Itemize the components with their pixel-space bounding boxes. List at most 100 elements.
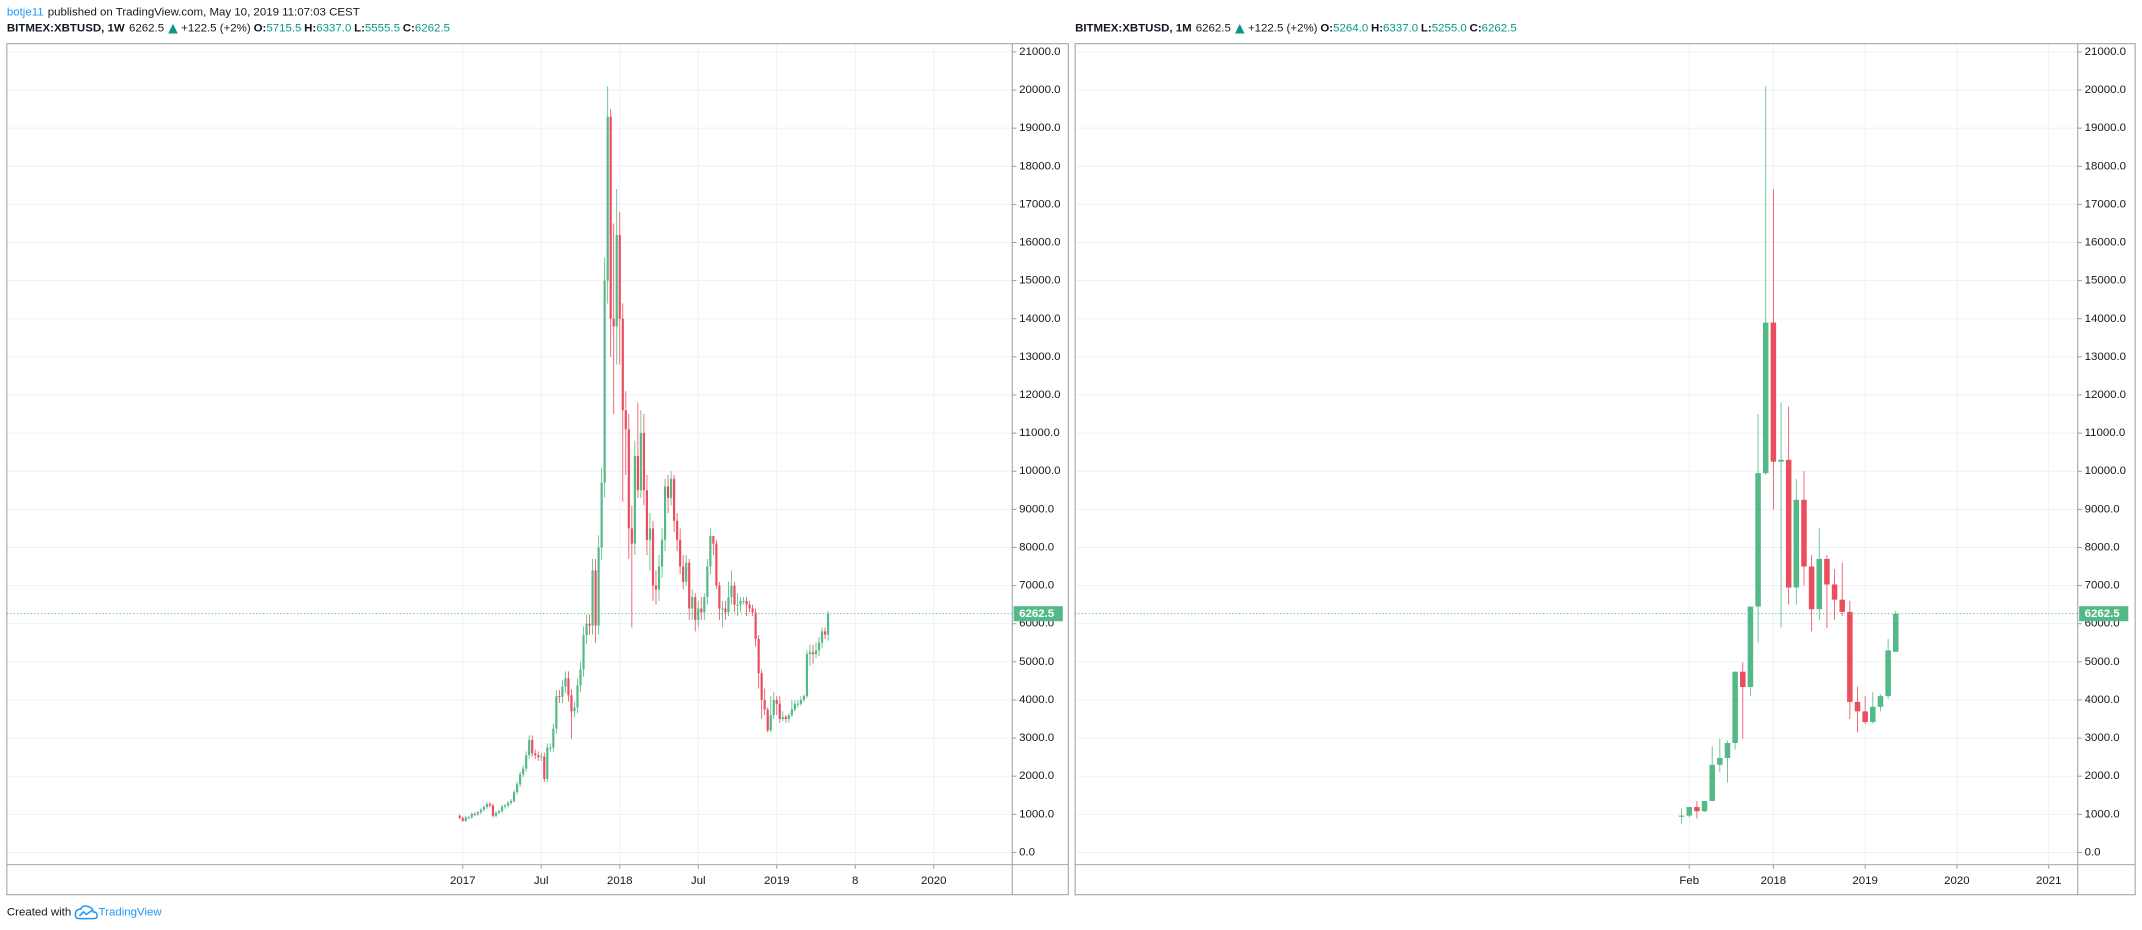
y-tick-label: 7000.0 xyxy=(2085,580,2120,592)
legend-ohlc-label: H: xyxy=(1371,23,1383,35)
candle-body xyxy=(1747,606,1754,687)
candle-body xyxy=(500,806,504,812)
candle-body xyxy=(579,669,582,686)
candle-body xyxy=(473,813,476,816)
candle-body xyxy=(633,455,636,544)
y-tick-label: 0.0 xyxy=(2085,846,2101,858)
candle-body xyxy=(503,805,507,807)
y-tick-label: 11000.0 xyxy=(1019,427,1060,439)
candle-body xyxy=(660,539,664,567)
y-tick-label: 13000.0 xyxy=(1019,351,1060,363)
candle-body xyxy=(673,478,676,521)
x-tick-label: 2021 xyxy=(2036,875,2062,887)
x-tick-label: Feb xyxy=(1679,875,1699,887)
candle-body xyxy=(1801,499,1807,567)
y-tick-label: 19000.0 xyxy=(1019,122,1060,134)
candle-body xyxy=(555,696,558,729)
legend-symbol: BITMEX:XBTUSD, 1M xyxy=(1075,23,1192,35)
candle-body xyxy=(624,410,627,430)
candle-body xyxy=(516,784,519,793)
candle-body xyxy=(618,234,621,319)
footer-brand[interactable]: TradingView xyxy=(99,907,163,919)
candle-body xyxy=(497,811,501,813)
candle-body xyxy=(564,678,567,687)
candle-body xyxy=(509,800,513,803)
chart-frame xyxy=(6,43,1069,896)
candle-body xyxy=(461,817,464,821)
candle-body xyxy=(718,585,721,609)
candle-body xyxy=(691,597,694,609)
last-price-box xyxy=(1013,606,1063,622)
candle-body xyxy=(805,654,809,697)
candle-body xyxy=(1854,701,1861,712)
candle-body xyxy=(1831,584,1838,600)
candle-body xyxy=(787,715,790,720)
x-tick-label: 2017 xyxy=(450,875,476,887)
candle-body xyxy=(745,600,748,605)
candle-body xyxy=(479,809,482,813)
candle-body xyxy=(781,717,784,720)
chart-frame xyxy=(1074,43,2136,896)
candle-body xyxy=(666,486,670,498)
y-tick-label: 11000.0 xyxy=(2085,427,2126,439)
candle-body xyxy=(540,756,543,758)
legend-change: +122.5 (+2%) xyxy=(181,23,251,35)
candle-body xyxy=(778,703,781,720)
last-price-label: 6262.5 xyxy=(1019,608,1055,620)
candle-body xyxy=(594,570,597,626)
candle-body xyxy=(585,623,588,636)
candle-body xyxy=(645,490,649,540)
candle-body xyxy=(757,638,760,674)
candle-body xyxy=(700,608,703,613)
y-tick-label: 14000.0 xyxy=(1019,313,1060,325)
candle-body xyxy=(567,678,570,696)
chart-panel: 0.01000.02000.03000.04000.05000.06000.07… xyxy=(6,23,1069,896)
y-tick-label: 13000.0 xyxy=(2085,351,2126,363)
y-tick-label: 18000.0 xyxy=(1019,160,1060,172)
x-tick-label: Jul xyxy=(534,875,549,887)
candle-body xyxy=(476,812,479,815)
candle-body xyxy=(1793,499,1800,588)
legend-ohlc-value: 6337.0 xyxy=(1383,23,1418,35)
y-tick-label: 9000.0 xyxy=(1019,503,1054,515)
last-price-box xyxy=(2079,606,2129,622)
y-tick-label: 10000.0 xyxy=(1019,465,1060,477)
candle-body xyxy=(1785,459,1792,588)
candle-body xyxy=(630,528,633,544)
candle-body xyxy=(606,116,609,281)
y-tick-label: 18000.0 xyxy=(2085,160,2126,172)
candle-body xyxy=(721,608,724,610)
candle-body xyxy=(1839,599,1845,612)
legend-up-arrow xyxy=(1234,23,1245,34)
candle-body xyxy=(615,234,618,327)
candle-body xyxy=(1740,671,1746,687)
legend-ohlc-label: L: xyxy=(1421,23,1432,35)
candle-body xyxy=(1732,671,1738,744)
y-tick-label: 7000.0 xyxy=(1019,580,1054,592)
candle-body xyxy=(537,755,540,758)
candle-body xyxy=(543,756,546,779)
author[interactable]: botje11 xyxy=(7,6,44,18)
published-text: published on TradingView.com, May 10, 20… xyxy=(48,6,360,18)
candle-body xyxy=(688,562,691,609)
legend-ohlc-label: O: xyxy=(254,23,267,35)
tradingview-logo[interactable] xyxy=(74,905,98,920)
x-tick-label: 2020 xyxy=(1944,875,1970,887)
y-tick-label: 2000.0 xyxy=(1019,770,1054,782)
candle-body xyxy=(621,318,624,411)
candle-body xyxy=(1892,613,1899,652)
x-tick-label: 2020 xyxy=(921,875,947,887)
legend-ohlc-value: 6337.0 xyxy=(316,23,351,35)
y-tick-label: 5000.0 xyxy=(1019,656,1054,668)
candle-body xyxy=(506,802,510,806)
candle-body xyxy=(597,547,600,626)
candle-body xyxy=(799,699,803,704)
candle-body xyxy=(760,673,763,700)
candle-body xyxy=(766,709,769,731)
legend-ohlc-value: 6262.5 xyxy=(1482,23,1517,35)
candle-body xyxy=(582,635,585,670)
legend-ohlc-label: H: xyxy=(304,23,316,35)
candle-body xyxy=(512,792,516,801)
candle-body xyxy=(739,600,742,605)
